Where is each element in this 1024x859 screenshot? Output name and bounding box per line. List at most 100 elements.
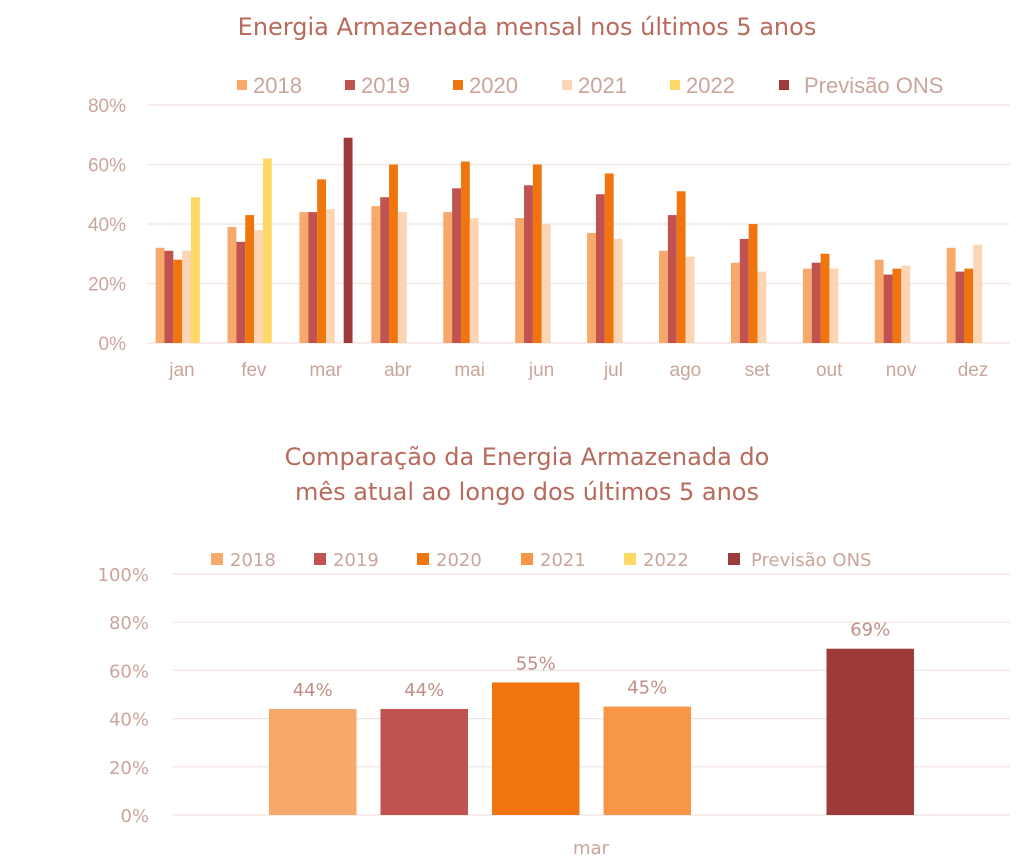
legend-swatch — [779, 80, 789, 90]
legend-swatch — [728, 553, 740, 565]
bar-jul-2019 — [595, 194, 605, 343]
legend-item-2020: 2020 — [417, 550, 482, 571]
data-label-2018: 44% — [293, 680, 333, 701]
x-tick-label: jun — [528, 360, 554, 381]
y-tick-label: 40% — [109, 710, 149, 731]
legend-label: 2020 — [469, 73, 518, 98]
bar-dez-2018 — [946, 247, 956, 343]
x-tick-label: out — [816, 360, 843, 381]
bar-ago-2021 — [685, 256, 695, 343]
bar-dez-2019 — [955, 271, 965, 343]
legend-item-2022: 2022 — [624, 550, 689, 571]
chart2-legend: 2018 2019 2020 2021 2022 Previsão ONS — [211, 550, 871, 571]
chart1-legend: 2018 2019 2020 2021 2022 Previsão ONS — [237, 73, 943, 98]
chart1-y-axis: 0% 20% 40% 60% 80% — [88, 96, 126, 355]
bar-jun-2018 — [515, 218, 525, 343]
bar-dez-2020 — [964, 268, 974, 343]
bar-nov-2021 — [901, 265, 911, 343]
legend-label: 2018 — [253, 73, 302, 98]
x-tick-label: fev — [241, 360, 267, 381]
legend-swatch — [345, 80, 355, 90]
bar-mar-2018 — [299, 212, 309, 343]
data-label-2020: 55% — [516, 653, 556, 674]
x-tick-label: ago — [670, 360, 702, 381]
legend-label: 2022 — [643, 550, 689, 571]
bar-jul-2021 — [613, 238, 623, 343]
bar-ago-2018 — [659, 250, 668, 343]
bar-out-2019 — [811, 262, 821, 343]
bar-fev-2021 — [254, 229, 263, 343]
x-tick-label: mar — [309, 360, 342, 381]
bar-mai-2018 — [443, 212, 453, 343]
y-tick-label: 0% — [120, 806, 149, 827]
category-group-nov — [874, 259, 911, 343]
category-group-fev — [227, 158, 272, 343]
bar-set-2018 — [730, 262, 740, 343]
bar-fev-2022 — [262, 158, 272, 343]
data-label-2019: 44% — [404, 680, 444, 701]
chart2-y-axis: 0% 20% 40% 60% 80% 100% — [98, 565, 149, 827]
x-tick-label: mai — [454, 360, 485, 381]
legend-swatch — [417, 553, 429, 565]
bar-jan-2020 — [173, 259, 183, 343]
category-group-ago — [659, 191, 695, 343]
bar-fev-2020 — [245, 215, 255, 343]
y-tick-label: 0% — [99, 334, 127, 355]
chart2-bars — [269, 648, 914, 815]
y-tick-label: 20% — [109, 758, 149, 779]
y-tick-label: 20% — [88, 275, 126, 296]
legend-item-previsao-ons: Previsão ONS — [779, 73, 943, 98]
bar-mar-previsao-ons — [343, 137, 353, 343]
legend-label: Previsão ONS — [751, 550, 871, 571]
legend-swatch — [670, 80, 680, 90]
data-label-2021: 45% — [627, 678, 667, 699]
legend-label: 2020 — [436, 550, 482, 571]
x-tick-label: dez — [958, 360, 989, 381]
bar-set-2019 — [739, 238, 749, 343]
category-group-mai — [443, 161, 479, 343]
x-tick-label: jan — [168, 360, 194, 381]
bar-abr-2019 — [380, 197, 390, 343]
bar-jun-2019 — [524, 185, 533, 343]
legend-label: 2021 — [578, 73, 627, 98]
legend-swatch — [237, 80, 247, 90]
bar-abr-2018 — [371, 206, 381, 343]
legend-label: Previsão ONS — [804, 73, 943, 98]
legend-swatch — [624, 553, 636, 565]
category-group-mar — [299, 137, 353, 343]
bar-mai-2019 — [452, 188, 461, 343]
bar-jan-2018 — [155, 247, 165, 343]
bar-out-2021 — [829, 268, 839, 343]
bar-fev-2019 — [236, 241, 246, 343]
legend-item-2022: 2022 — [670, 73, 735, 98]
bar-mar-2018 — [269, 708, 357, 815]
chart1-x-axis: jan fev mar abr mai jun jul ago set out nov dez — [168, 360, 988, 381]
legend-swatch — [211, 553, 223, 565]
chart1-title: Energia Armazenada mensal nos últimos 5 … — [238, 13, 817, 41]
chart1-gridlines — [147, 104, 1010, 344]
legend-label: 2019 — [333, 550, 379, 571]
legend-item-2021: 2021 — [521, 550, 586, 571]
bar-nov-2019 — [883, 274, 893, 343]
bar-dez-2021 — [973, 244, 983, 343]
bar-mar-2019 — [380, 708, 468, 815]
y-tick-label: 100% — [98, 565, 149, 586]
bar-set-2021 — [757, 271, 767, 343]
bar-jul-2020 — [604, 173, 614, 343]
bar-fev-2018 — [227, 226, 237, 343]
bar-mar-previsao-ons — [826, 648, 914, 815]
chart2-x-axis: mar — [573, 838, 610, 859]
bar-mar-2020 — [492, 682, 580, 815]
bar-mar-2019 — [308, 212, 318, 343]
bar-set-2020 — [748, 224, 758, 343]
legend-swatch — [562, 80, 572, 90]
bar-jun-2021 — [541, 224, 551, 343]
bar-abr-2020 — [389, 164, 398, 343]
monthly-chart: Energia Armazenada mensal nos últimos 5 … — [88, 13, 1010, 381]
x-tick-label: abr — [384, 360, 412, 381]
bar-jan-2022 — [191, 197, 200, 343]
bar-mai-2020 — [460, 161, 470, 343]
legend-item-2019: 2019 — [345, 73, 410, 98]
legend-label: 2022 — [686, 73, 735, 98]
current-month-chart: Comparação da Energia Armazenada do mês … — [98, 443, 1010, 859]
